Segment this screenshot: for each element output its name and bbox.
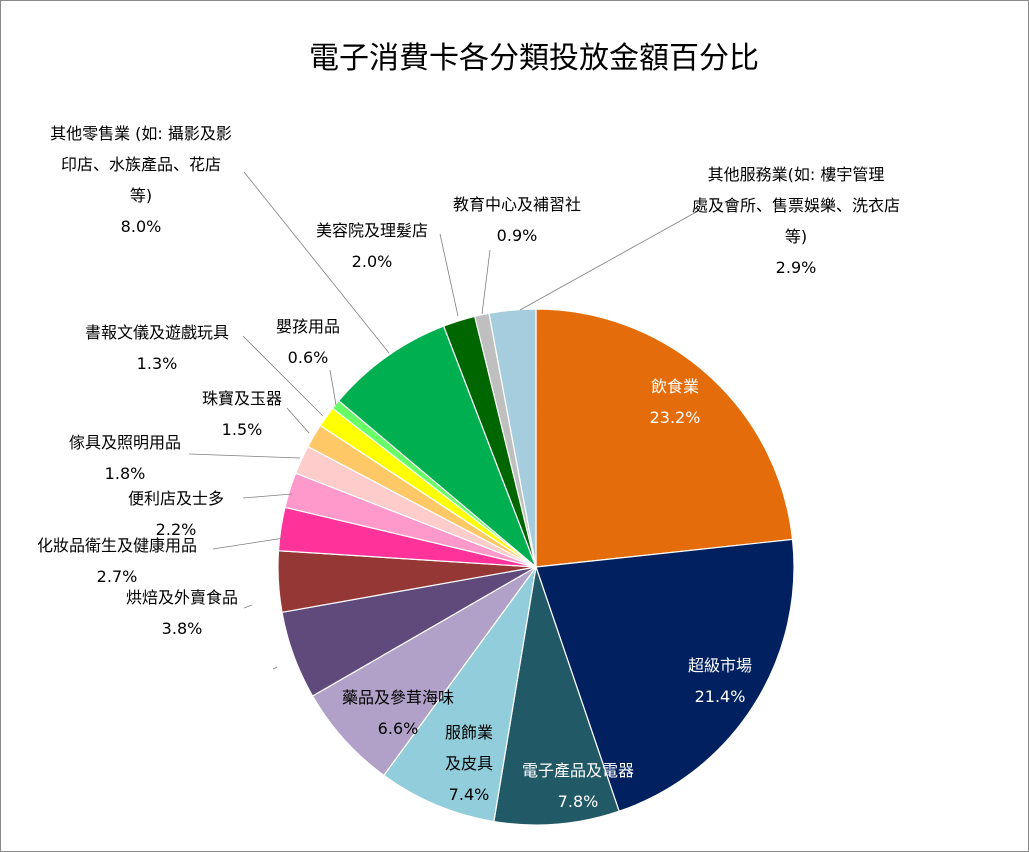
data-label-2: 電子產品及電器 7.8% [522, 761, 634, 811]
data-label-4: 藥品及參茸海味 6.6% [342, 688, 454, 738]
leader-line-12 [329, 369, 337, 406]
pie-slice-4 [311, 566, 537, 777]
data-label-11: 書報文儀及遊戲玩具 1.3% [85, 323, 229, 373]
pie-slice-13 [337, 325, 537, 568]
leader-line-15 [481, 249, 491, 315]
data-label-3: 服飾業及皮具 7.4% [445, 723, 493, 804]
leader-line-11 [242, 335, 324, 417]
leader-line-9 [188, 453, 301, 459]
data-label-13: 其他零售業 (如: 攝影及影印店、水族產品、花店等) 8.0% [50, 124, 232, 236]
leader-line-6 [243, 604, 253, 609]
data-label-8: 便利店及士多 2.2% [128, 489, 224, 539]
data-label-9: 傢具及照明用品 1.8% [69, 433, 181, 483]
pie-slice-0 [535, 308, 794, 568]
leader-line-10 [286, 407, 310, 434]
leader-line-14 [439, 233, 459, 317]
leader-line-16 [519, 210, 699, 311]
leader-line-8 [242, 493, 293, 499]
leader-line-13 [243, 171, 390, 354]
data-label-10: 珠寶及玉器 1.5% [202, 389, 282, 439]
data-label-0: 飲食業 23.2% [650, 377, 701, 427]
data-label-1: 超級市場 21.4% [688, 656, 752, 706]
chart-title: 電子消費卡各分類投放金額百分比 [309, 41, 759, 76]
pie-slice-1 [535, 538, 795, 813]
pie-slice-3 [382, 566, 537, 823]
leader-line-7 [212, 537, 285, 550]
data-label-12: 嬰孩用品 0.6% [276, 317, 340, 367]
leader-line-5 [272, 666, 278, 670]
leader-lines [188, 171, 699, 670]
data-label-16: 其他服務業(如: 樓宇管理處及會所、售票娛樂、洗衣店等) 2.9% [692, 165, 900, 277]
data-labels: 飲食業 23.2% 超級市場 21.4% 電子產品及電器 7.8% 服飾業及皮具 7.4%藥品… [37, 124, 900, 811]
pie-slice-2 [493, 566, 620, 826]
data-label-7: 化妝品衛生及健康用品 2.7% [37, 536, 197, 586]
pie-slices [277, 308, 795, 826]
data-label-15: 教育中心及補習社 0.9% [453, 195, 581, 245]
data-label-6: 烘焙及外賣食品 3.8% [126, 588, 238, 638]
pie-slice-16 [488, 308, 537, 568]
data-label-14: 美容院及理髮店 2.0% [316, 221, 428, 271]
